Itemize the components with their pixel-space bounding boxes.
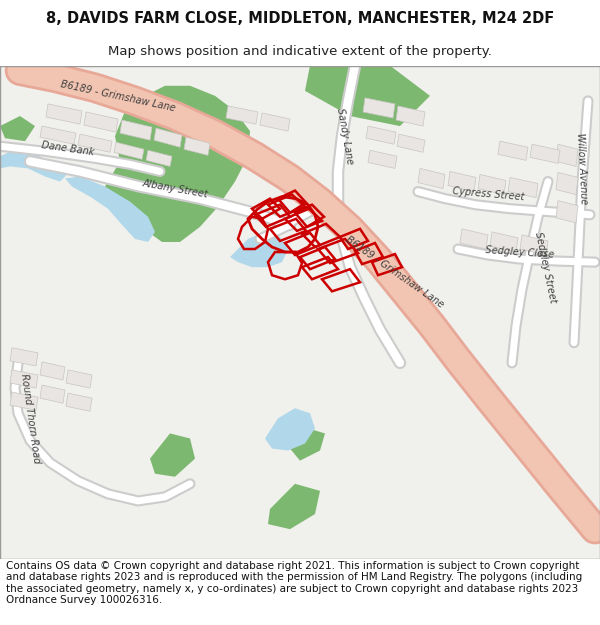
Polygon shape [46,104,82,124]
Polygon shape [448,171,476,192]
Polygon shape [40,362,65,380]
Polygon shape [396,106,425,126]
Polygon shape [366,126,396,144]
Polygon shape [154,128,182,148]
Polygon shape [105,86,250,242]
Polygon shape [498,141,528,161]
Text: Contains OS data © Crown copyright and database right 2021. This information is : Contains OS data © Crown copyright and d… [6,561,582,606]
Polygon shape [66,370,92,388]
Polygon shape [40,385,65,403]
Polygon shape [363,98,395,118]
Text: Sedgley Close: Sedgley Close [485,244,555,259]
Polygon shape [478,174,506,194]
Text: 8, DAVIDS FARM CLOSE, MIDDLETON, MANCHESTER, M24 2DF: 8, DAVIDS FARM CLOSE, MIDDLETON, MANCHES… [46,11,554,26]
Text: Sandy Lane: Sandy Lane [335,107,355,165]
Polygon shape [265,408,315,451]
Polygon shape [556,201,578,223]
Polygon shape [78,134,112,152]
Text: Dane Bank: Dane Bank [41,139,95,157]
Polygon shape [460,229,488,249]
Polygon shape [260,113,290,131]
Polygon shape [40,126,76,144]
Polygon shape [290,428,325,461]
Polygon shape [150,433,195,477]
Polygon shape [84,112,118,132]
Polygon shape [508,177,538,198]
Polygon shape [305,66,430,126]
Text: Cypress Street: Cypress Street [452,186,524,202]
Text: Sedgley Street: Sedgley Street [533,231,557,304]
Polygon shape [556,173,578,194]
Text: Map shows position and indicative extent of the property.: Map shows position and indicative extent… [108,45,492,58]
Polygon shape [520,235,548,255]
Polygon shape [556,144,578,166]
Polygon shape [66,393,92,411]
Polygon shape [10,348,38,366]
Polygon shape [418,168,445,189]
Text: Albany Street: Albany Street [142,178,209,199]
Polygon shape [368,150,397,168]
Polygon shape [184,137,210,155]
Text: B6189 - Grimshaw Lane: B6189 - Grimshaw Lane [59,79,176,113]
Polygon shape [10,392,38,410]
Polygon shape [0,148,70,181]
Text: Round Thorn Road: Round Thorn Road [19,372,41,464]
Polygon shape [120,120,152,140]
Polygon shape [268,484,320,529]
Polygon shape [114,142,144,159]
Polygon shape [65,176,155,242]
Polygon shape [230,232,288,267]
Polygon shape [226,106,258,124]
Text: B6189 - Grimshaw Lane: B6189 - Grimshaw Lane [344,234,446,310]
Polygon shape [146,150,172,166]
Polygon shape [530,144,560,163]
Polygon shape [10,370,38,388]
Polygon shape [397,134,425,152]
Polygon shape [490,232,518,252]
Text: Willow Avenue: Willow Avenue [575,132,589,204]
Polygon shape [0,116,35,141]
